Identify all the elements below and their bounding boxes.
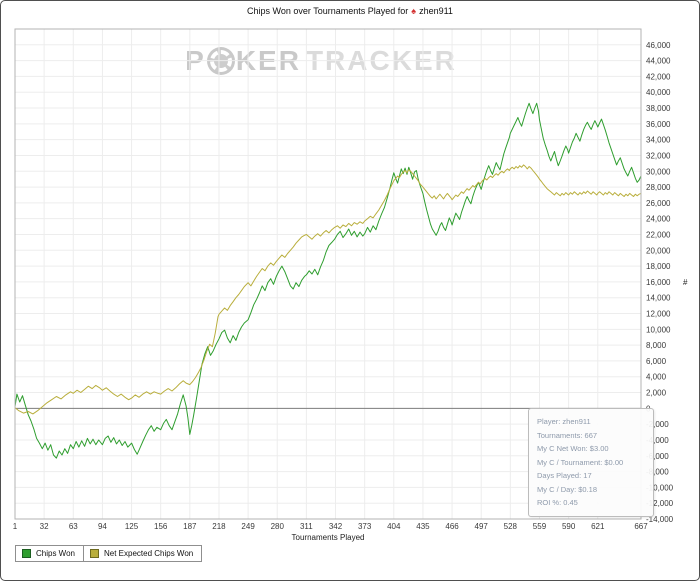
y-tick-label: -2,000 bbox=[646, 420, 669, 429]
y-tick-label: 24,000 bbox=[646, 215, 671, 224]
legend-item-net-expected[interactable]: Net Expected Chips Won bbox=[82, 545, 203, 562]
x-tick-label: 559 bbox=[533, 522, 547, 531]
y-tick-label: 38,000 bbox=[646, 104, 671, 113]
pokerstars-suit-icon: ♠ bbox=[411, 6, 417, 16]
info-row-roi: ROI %: 0.45 bbox=[537, 498, 578, 507]
y-tick-label: 14,000 bbox=[646, 294, 671, 303]
y-tick-label: 12,000 bbox=[646, 310, 671, 319]
y-axis-title: # bbox=[683, 278, 688, 287]
y-tick-label: 22,000 bbox=[646, 230, 671, 239]
info-row-player: Player: zhen911 bbox=[537, 417, 591, 426]
y-tick-label: 4,000 bbox=[646, 373, 667, 382]
legend-label-chips-won: Chips Won bbox=[36, 549, 75, 558]
x-tick-label: 218 bbox=[212, 522, 226, 531]
legend-item-chips-won[interactable]: Chips Won bbox=[15, 545, 84, 562]
y-tick-label: -12,000 bbox=[646, 499, 674, 508]
legend-label-net-expected: Net Expected Chips Won bbox=[103, 549, 194, 558]
x-tick-label: 373 bbox=[358, 522, 372, 531]
y-tick-label: -8,000 bbox=[646, 468, 669, 477]
y-tick-label: 2,000 bbox=[646, 389, 667, 398]
x-tick-label: 280 bbox=[271, 522, 285, 531]
y-tick-label: 26,000 bbox=[646, 199, 671, 208]
x-tick-label: 667 bbox=[634, 522, 648, 531]
x-tick-label: 32 bbox=[40, 522, 49, 531]
y-tick-label: -4,000 bbox=[646, 436, 669, 445]
x-tick-label: 156 bbox=[154, 522, 168, 531]
info-row-per-tournament: My C / Tournament: $0.00 bbox=[537, 457, 624, 467]
stats-info-box: Player: zhen911 Tournaments: 667 My C Ne… bbox=[528, 408, 654, 517]
y-tick-label: 34,000 bbox=[646, 136, 671, 145]
chart-title: Chips Won over Tournaments Played for ♠ zh… bbox=[1, 6, 699, 16]
info-row-net-won: My C Net Won: $3.00 bbox=[537, 444, 609, 453]
chart-title-player: zhen911 bbox=[419, 6, 453, 16]
x-tick-label: 63 bbox=[69, 522, 78, 531]
x-tick-label: 311 bbox=[300, 522, 313, 531]
info-row-days-played: Days Played: 17 bbox=[537, 471, 592, 480]
x-tick-label: 187 bbox=[183, 522, 197, 531]
chips-won-swatch-icon bbox=[22, 549, 31, 558]
y-tick-label: 40,000 bbox=[646, 88, 671, 97]
chart-title-text: Chips Won over Tournaments Played for bbox=[247, 6, 409, 16]
x-tick-label: 1 bbox=[13, 522, 18, 531]
y-tick-label: 30,000 bbox=[646, 167, 671, 176]
y-tick-label: 46,000 bbox=[646, 41, 671, 50]
x-tick-label: 590 bbox=[562, 522, 576, 531]
x-tick-label: 249 bbox=[241, 522, 255, 531]
y-tick-label: 6,000 bbox=[646, 357, 667, 366]
x-tick-label: 497 bbox=[475, 522, 489, 531]
y-tick-label: 44,000 bbox=[646, 57, 671, 66]
net-expected-swatch-icon bbox=[89, 549, 99, 558]
x-tick-label: 125 bbox=[125, 522, 139, 531]
info-row-tournaments: Tournaments: 667 bbox=[537, 430, 598, 440]
y-tick-label: 32,000 bbox=[646, 151, 671, 160]
x-tick-label: 466 bbox=[445, 522, 459, 531]
x-axis-title: Tournaments Played bbox=[292, 533, 365, 542]
y-tick-label: 16,000 bbox=[646, 278, 671, 287]
x-tick-label: 621 bbox=[591, 522, 605, 531]
y-tick-label: 18,000 bbox=[646, 262, 671, 271]
x-tick-label: 528 bbox=[504, 522, 518, 531]
y-tick-label: 10,000 bbox=[646, 325, 671, 334]
series-line-net-expected bbox=[14, 164, 642, 415]
info-row-per-day: My C / Day: $0.18 bbox=[537, 484, 598, 494]
plot-border bbox=[14, 28, 642, 520]
x-tick-label: 404 bbox=[387, 522, 401, 531]
y-tick-label: 8,000 bbox=[646, 341, 667, 350]
y-tick-label: -10,000 bbox=[646, 483, 674, 492]
y-tick-label: 20,000 bbox=[646, 246, 671, 255]
y-tick-label: 42,000 bbox=[646, 72, 671, 81]
y-tick-label: 36,000 bbox=[646, 120, 671, 129]
series-line-chips-won bbox=[14, 102, 642, 459]
x-tick-label: 342 bbox=[329, 522, 343, 531]
y-tick-label: -6,000 bbox=[646, 452, 669, 461]
x-tick-label: 435 bbox=[416, 522, 430, 531]
x-tick-label: 94 bbox=[98, 522, 107, 531]
y-tick-label: -14,000 bbox=[646, 515, 674, 524]
chart-legend: Chips Won Net Expected Chips Won bbox=[15, 545, 203, 562]
y-tick-label: 28,000 bbox=[646, 183, 671, 192]
